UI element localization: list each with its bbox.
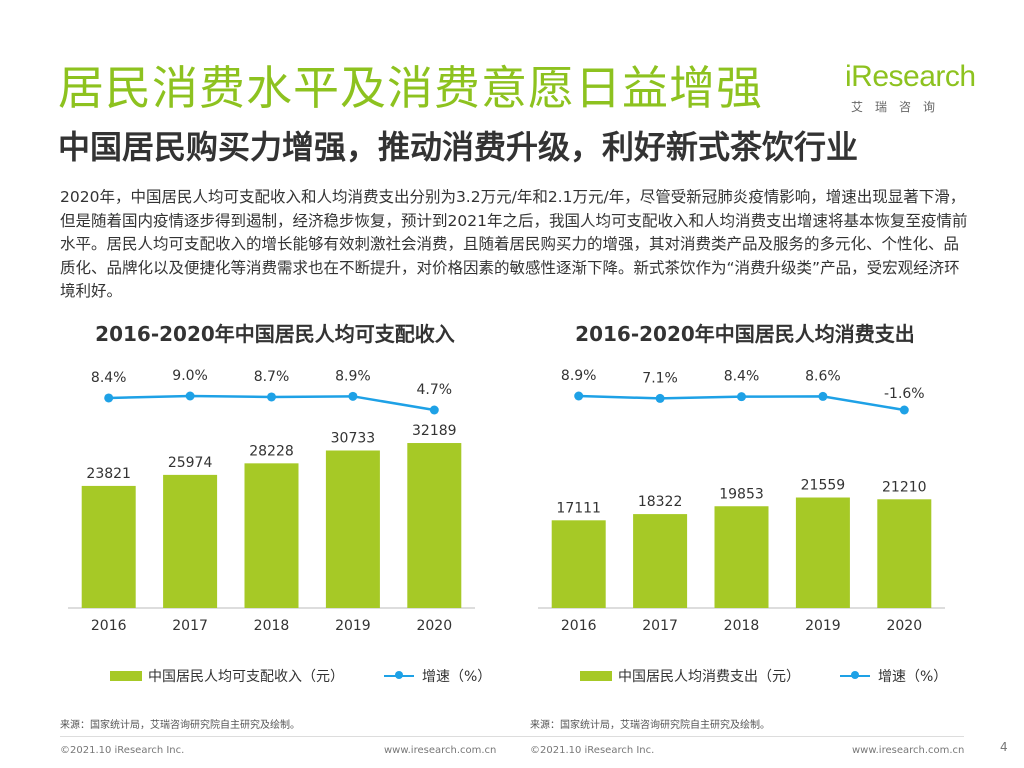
growth-label: 7.1%	[642, 370, 678, 386]
income-chart: 2016-2020年中国居民人均可支配收入 23821 2016 25974 2017…	[60, 318, 491, 685]
growth-point	[899, 405, 909, 415]
page-subtitle: 中国居民购买力增强，推动消费升级，利好新式茶饮行业	[58, 128, 859, 166]
bar-value-label: 21210	[882, 479, 927, 495]
legend-line-label: 增速（%）	[878, 669, 948, 685]
growth-point	[185, 391, 195, 401]
legend-bar-swatch	[580, 671, 612, 681]
growth-label: 8.7%	[254, 369, 290, 385]
growth-point	[737, 392, 746, 402]
x-tick-label: 2018	[254, 618, 290, 634]
bar	[81, 485, 136, 608]
logo-subtext: 艾瑞咨询	[851, 100, 948, 114]
growth-point	[818, 391, 828, 401]
page-number: 4	[1000, 740, 1008, 754]
bar	[244, 463, 299, 608]
footer-url: www.iresearch.com.cn	[384, 745, 497, 756]
x-tick-label: 2016	[561, 618, 597, 634]
iresearch-logo: iResearch 艾瑞咨询	[845, 60, 976, 120]
growth-point	[429, 405, 439, 415]
bar-value-label: 19853	[719, 486, 764, 502]
growth-label: 8.9%	[335, 368, 371, 384]
bar	[877, 499, 932, 608]
chart-title: 2016-2020年中国居民人均消费支出	[575, 322, 915, 346]
consumption-chart-svg: 17111 2016 18322 2017 19853 2018 21559 2019 2121…	[538, 368, 945, 634]
bar	[633, 514, 688, 608]
source-note: 来源：国家统计局，艾瑞咨询研究院自主研究及绘制。	[60, 720, 300, 731]
bar-value-label: 23821	[86, 466, 131, 482]
legend-bar-swatch	[110, 671, 142, 681]
growth-point	[348, 391, 358, 401]
x-tick-label: 2019	[335, 618, 371, 634]
growth-point	[574, 391, 584, 401]
logo-text: iResearch	[845, 60, 976, 93]
growth-point	[104, 393, 114, 403]
bar-value-label: 18322	[638, 494, 683, 510]
bar-value-label: 21559	[801, 478, 846, 494]
page-title: 居民消费水平及消费意愿日益增强	[58, 61, 763, 115]
x-tick-label: 2020	[416, 618, 452, 634]
x-tick-label: 2018	[724, 618, 760, 634]
bar	[551, 520, 606, 608]
bar-value-label: 30733	[331, 430, 376, 446]
bar-value-label: 17111	[556, 500, 601, 516]
x-tick-label: 2016	[91, 618, 127, 634]
bar-value-label: 25974	[168, 455, 213, 471]
intro-paragraph: 2020年，中国居民人均可支配收入和人均消费支出分别为3.2万元/年和2.1万元…	[60, 188, 968, 300]
footer-copyright: ©2021.10 iResearch Inc.	[60, 745, 185, 756]
growth-label: 8.4%	[724, 369, 760, 385]
bar	[714, 506, 769, 608]
x-tick-label: 2017	[642, 618, 678, 634]
legend-line-swatch	[840, 671, 870, 679]
chart-legend: 中国居民人均可支配收入（元） 增速（%）	[110, 666, 491, 686]
growth-label: -1.6%	[884, 386, 925, 402]
growth-label: 8.4%	[91, 370, 127, 386]
chart-legend: 中国居民人均消费支出（元） 增速（%）	[580, 666, 947, 686]
source-note: 来源：国家统计局，艾瑞咨询研究院自主研究及绘制。	[530, 720, 770, 731]
legend-line-label: 增速（%）	[422, 669, 492, 685]
income-chart-svg: 23821 2016 25974 2017 28228 2018 30733 2019 3218…	[68, 368, 475, 634]
consumption-chart: 2016-2020年中国居民人均消费支出 17111 2016 18322 2017 1…	[530, 318, 960, 685]
growth-label: 4.7%	[417, 382, 453, 398]
growth-label: 8.9%	[561, 368, 597, 384]
growth-label: 8.6%	[805, 368, 841, 384]
footer-divider	[60, 736, 964, 737]
chart-title: 2016-2020年中国居民人均可支配收入	[95, 322, 455, 346]
bar-value-label: 32189	[412, 423, 457, 439]
x-tick-label: 2019	[805, 618, 841, 634]
bar	[325, 450, 380, 608]
bar	[795, 497, 850, 608]
bar	[407, 443, 462, 608]
growth-label: 9.0%	[172, 368, 208, 384]
x-tick-label: 2020	[886, 618, 922, 634]
legend-bar-label: 中国居民人均可支配收入（元）	[148, 669, 344, 685]
bar-value-label: 28228	[249, 443, 294, 459]
growth-point	[655, 393, 665, 403]
x-tick-label: 2017	[172, 618, 208, 634]
legend-line-swatch	[384, 671, 414, 679]
legend-bar-label: 中国居民人均消费支出（元）	[618, 669, 800, 685]
footer-url: www.iresearch.com.cn	[852, 745, 965, 756]
growth-point	[267, 392, 276, 402]
bar	[163, 474, 218, 608]
footer-copyright: ©2021.10 iResearch Inc.	[530, 745, 655, 756]
